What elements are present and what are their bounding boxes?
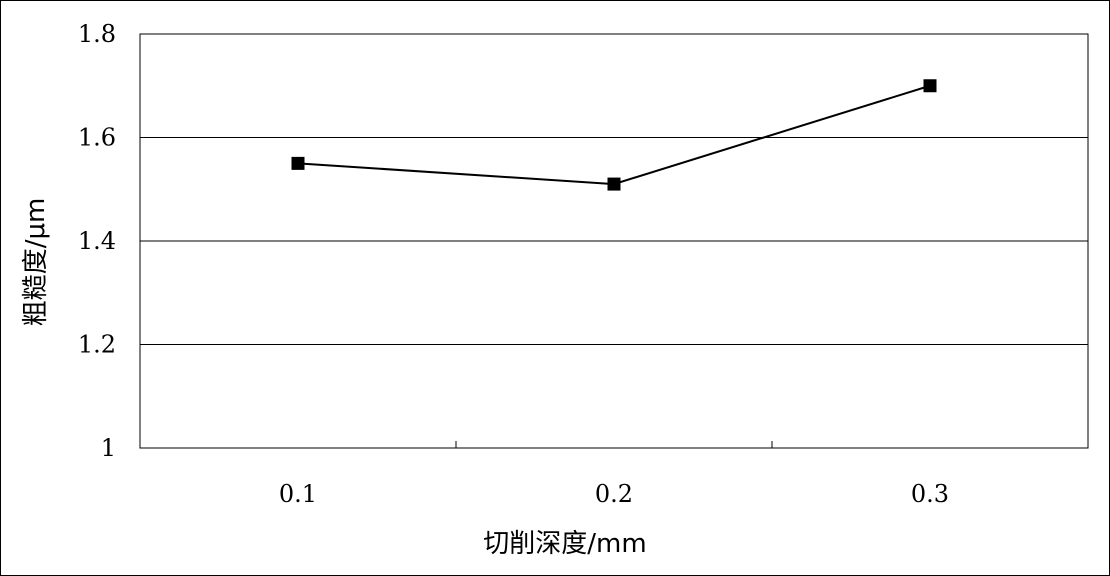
y-tick-label-2: 1.4: [78, 227, 116, 255]
y-tick-label-4: 1.8: [78, 20, 116, 48]
y-axis-title: 粗糙度/μm: [21, 198, 51, 327]
axes: 1 1.2 1.4 1.6 1.8 0.1 0.2 0.3: [78, 20, 949, 508]
grid-lines: [140, 137, 1088, 345]
data-point-0-1: [607, 177, 621, 191]
x-axis-title: 切削深度/mm: [483, 529, 646, 559]
x-tick-label-2: 0.3: [911, 480, 949, 508]
x-tick-label-0: 0.1: [279, 480, 317, 508]
x-tick-label-1: 0.2: [595, 480, 633, 508]
data-point-0-2: [923, 79, 937, 93]
y-tick-label-1: 1.2: [78, 331, 116, 359]
data-point-0-0: [291, 156, 305, 170]
y-tick-label-0: 1: [101, 434, 116, 462]
series-layer: [291, 79, 937, 191]
y-tick-label-3: 1.6: [78, 124, 116, 152]
